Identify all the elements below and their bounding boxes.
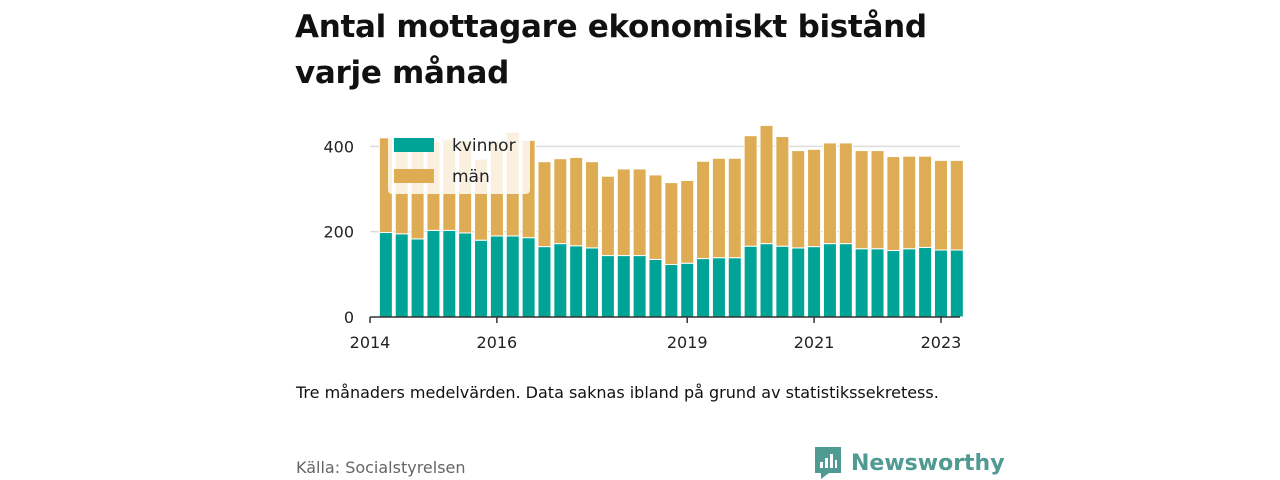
x-tick-label: 2021: [794, 333, 835, 352]
bar-man: [902, 155, 917, 250]
bars: [378, 124, 964, 318]
bar-kvinnor: [854, 248, 869, 318]
bar-kvinnor: [569, 245, 584, 318]
bar-man: [870, 150, 885, 250]
legend-swatch-man: [394, 169, 434, 183]
bar-kvinnor: [600, 255, 615, 318]
y-tick-labels: 0 200 400: [323, 137, 354, 327]
brand-logo: Newsworthy: [815, 447, 1005, 479]
bar-man: [553, 158, 568, 245]
chart-note: Tre månaders medelvärden. Data saknas ib…: [296, 383, 939, 402]
bar-man: [791, 150, 806, 249]
bar-man: [664, 182, 679, 266]
bar-man: [743, 135, 758, 247]
bar-kvinnor: [664, 264, 679, 318]
bar-kvinnor: [521, 237, 536, 318]
bar-kvinnor: [410, 238, 425, 318]
bar-kvinnor: [918, 246, 933, 318]
bar-kvinnor: [822, 243, 837, 318]
bar-man: [918, 155, 933, 248]
bar-man: [838, 142, 853, 245]
bar-kvinnor: [838, 243, 853, 318]
bar-kvinnor: [505, 235, 520, 318]
bar-kvinnor: [759, 243, 774, 318]
bar-kvinnor: [537, 246, 552, 318]
bar-kvinnor: [791, 247, 806, 318]
legend-label-kvinnor: kvinnor: [452, 136, 516, 156]
bar-man: [585, 161, 600, 249]
bar-kvinnor: [727, 257, 742, 318]
bar-man: [680, 179, 695, 264]
bar-kvinnor: [585, 247, 600, 318]
bar-kvinnor: [949, 249, 964, 318]
x-tick-label: 2014: [350, 333, 391, 352]
bar-kvinnor: [743, 245, 758, 318]
legend-label-man: män: [452, 167, 490, 187]
bar-man: [949, 159, 964, 251]
bar-man: [759, 124, 774, 245]
bar-man: [933, 159, 948, 251]
x-tick-labels: 2014 2016 2019 2021 2023: [350, 317, 962, 352]
bar-man: [600, 175, 615, 257]
bar-kvinnor: [426, 229, 441, 318]
bar-man: [775, 136, 790, 247]
bar-kvinnor: [902, 248, 917, 318]
bar-man: [648, 174, 663, 260]
x-tick-label: 2019: [667, 333, 708, 352]
legend-swatch-kvinnor: [394, 138, 434, 152]
stacked-bar-chart: 0 200 400 2014 2016 2019 2021 2023 kvinnor män: [323, 124, 964, 352]
bar-kvinnor: [378, 232, 393, 318]
x-tick-label: 2016: [477, 333, 518, 352]
bar-kvinnor: [711, 257, 726, 318]
chart-title: Antal mottagare ekonomiskt bistånd varje…: [295, 9, 927, 91]
newsworthy-logo-icon: [815, 447, 841, 479]
bar-kvinnor: [886, 249, 901, 318]
bar-man: [569, 156, 584, 247]
bar-kvinnor: [870, 248, 885, 318]
bar-man: [822, 142, 837, 245]
bar-kvinnor: [680, 262, 695, 318]
bar-man: [727, 157, 742, 259]
bar-kvinnor: [775, 245, 790, 318]
source-text: Källa: Socialstyrelsen: [296, 458, 466, 477]
bar-man: [537, 161, 552, 248]
bar-kvinnor: [442, 229, 457, 318]
y-tick-label: 200: [323, 223, 354, 242]
bar-kvinnor: [553, 243, 568, 318]
brand-name: Newsworthy: [851, 450, 1005, 476]
bar-kvinnor: [632, 255, 647, 318]
bar-kvinnor: [394, 233, 409, 318]
bar-kvinnor: [696, 258, 711, 318]
x-tick-label: 2023: [921, 333, 962, 352]
bar-kvinnor: [648, 258, 663, 318]
y-tick-label: 0: [344, 308, 354, 327]
bar-kvinnor: [616, 255, 631, 318]
bar-man: [886, 156, 901, 251]
y-tick-label: 400: [323, 137, 354, 156]
bar-kvinnor: [474, 239, 489, 318]
bar-man: [807, 148, 822, 248]
bar-man: [854, 150, 869, 250]
bar-man: [696, 160, 711, 260]
bar-kvinnor: [933, 249, 948, 318]
bar-man: [616, 168, 631, 257]
bar-man: [711, 157, 726, 259]
bar-man: [632, 168, 647, 257]
bar-kvinnor: [458, 232, 473, 318]
bar-kvinnor: [489, 235, 504, 318]
legend: kvinnor män: [388, 128, 530, 194]
bar-kvinnor: [807, 246, 822, 318]
